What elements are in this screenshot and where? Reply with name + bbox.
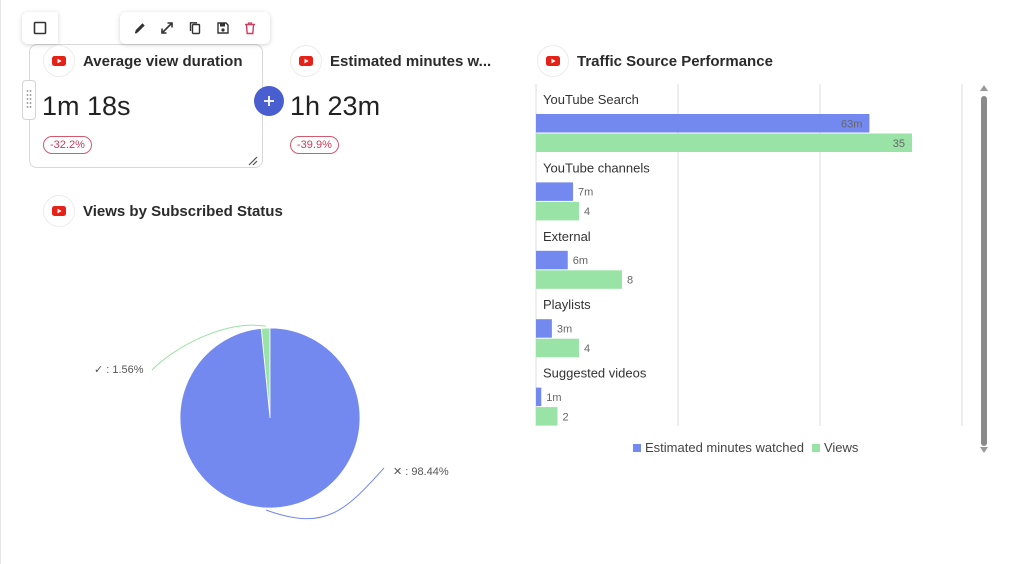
pie-label: ✕ : 98.44% xyxy=(393,466,449,478)
metric-value: 1h 23m xyxy=(290,91,381,121)
category-label: External xyxy=(543,229,591,244)
subscribed-status-pie-chart: ✓ : 1.56% ✕ : 98.44% xyxy=(94,324,449,520)
legend-swatch xyxy=(811,443,820,452)
category-label: Suggested videos xyxy=(543,366,647,381)
save-icon[interactable] xyxy=(212,17,234,39)
card-title: Views by Subscribed Status xyxy=(83,202,283,220)
bar-value-label: 2 xyxy=(562,411,568,423)
scroll-thumb[interactable] xyxy=(981,96,987,446)
legend-swatch xyxy=(633,443,641,452)
est-minutes-header: Estimated minutes w... xyxy=(290,45,491,77)
pie-leader-line xyxy=(151,324,266,371)
bar-value-label: 7m xyxy=(578,187,593,199)
youtube-icon xyxy=(290,45,322,77)
bar-views[interactable] xyxy=(536,270,622,289)
bar-views[interactable] xyxy=(536,133,912,153)
card-title: Estimated minutes w... xyxy=(330,52,492,70)
bar-minutes[interactable] xyxy=(536,250,568,270)
expand-icon[interactable] xyxy=(156,17,178,39)
checkbox-icon[interactable] xyxy=(29,17,51,39)
youtube-icon xyxy=(43,45,75,77)
pie-slice[interactable] xyxy=(179,327,361,509)
copy-icon[interactable] xyxy=(184,17,206,39)
trash-icon[interactable] xyxy=(239,17,261,39)
bar-minutes[interactable] xyxy=(536,387,542,407)
resize-handle-icon[interactable] xyxy=(246,153,258,166)
add-widget-button[interactable] xyxy=(254,86,284,116)
category-label: Playlists xyxy=(543,297,591,312)
youtube-icon xyxy=(43,195,75,227)
page-edge xyxy=(0,0,1,564)
metric-value: 1m 18s xyxy=(42,91,131,121)
chart-scrollbar[interactable] xyxy=(979,84,989,454)
traffic-source-bar-chart: YouTube Search 63m 35 YouTube channels 7m 4 Ex… xyxy=(535,84,963,426)
bar-value-label: 35 xyxy=(893,138,905,150)
card-toolbar xyxy=(120,12,270,44)
bar-value-label: 1m xyxy=(546,392,561,404)
card-title: Traffic Source Performance xyxy=(577,52,773,70)
bar-value-label: 3m xyxy=(557,323,572,335)
chart-legend: Estimated minutes watched Views xyxy=(633,440,866,455)
bar-value-label: 8 xyxy=(627,275,633,287)
avg-view-duration-header: Average view duration xyxy=(43,45,243,77)
youtube-icon xyxy=(537,45,569,77)
bar-views[interactable] xyxy=(536,201,579,221)
subscribed-status-header: Views by Subscribed Status xyxy=(43,195,283,227)
drag-handle[interactable] xyxy=(22,80,36,120)
scroll-down-arrow-icon[interactable] xyxy=(979,446,989,454)
bar-minutes[interactable] xyxy=(536,319,552,338)
pencil-icon[interactable] xyxy=(129,17,151,39)
bar-value-label: 63m xyxy=(841,118,862,130)
bar-minutes[interactable] xyxy=(536,182,574,201)
bar-views[interactable] xyxy=(536,338,579,358)
bar-value-label: 6m xyxy=(573,255,588,267)
category-label: YouTube channels xyxy=(543,160,650,175)
legend-label: Views xyxy=(823,440,859,455)
select-toolbar xyxy=(22,12,58,44)
pie-leader-line xyxy=(265,467,385,520)
bar-value-label: 4 xyxy=(584,206,590,218)
bar-minutes[interactable] xyxy=(536,114,870,133)
change-badge: -39.9% xyxy=(290,136,339,154)
legend-item-minutes[interactable]: Estimated minutes watched xyxy=(633,440,804,455)
traffic-source-header: Traffic Source Performance xyxy=(537,45,773,77)
legend-item-views[interactable]: Views xyxy=(811,440,859,455)
scroll-up-arrow-icon[interactable] xyxy=(979,84,989,92)
bar-value-label: 4 xyxy=(584,343,590,355)
legend-label: Estimated minutes watched xyxy=(645,440,804,455)
bar-views[interactable] xyxy=(536,407,558,426)
pie-label: ✓ : 1.56% xyxy=(94,364,144,376)
category-label: YouTube Search xyxy=(543,92,639,107)
card-title: Average view duration xyxy=(83,52,243,70)
change-badge: -32.2% xyxy=(43,136,92,154)
